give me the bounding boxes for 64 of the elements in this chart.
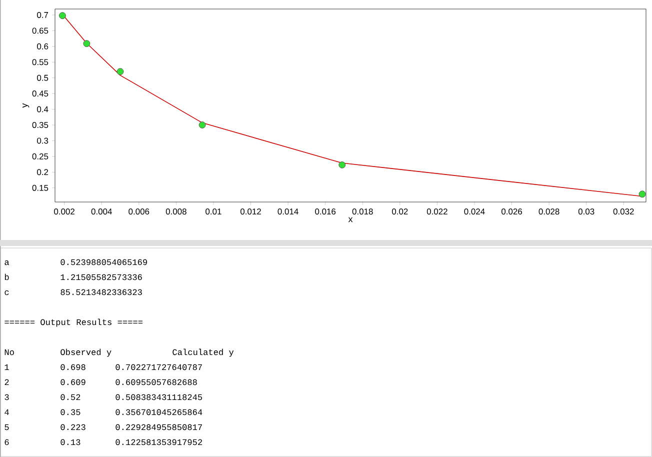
x-tick-label: 0.024 [464,208,485,215]
text: 0.223 [60,424,86,430]
y-tick-label: 0.55 [32,59,48,66]
text: c [4,290,9,296]
text: 0.508383431118245 [116,394,202,400]
point [116,68,124,75]
text: ====== Output Results ===== [4,318,142,327]
text: 1 [4,364,9,370]
x-tick-label: 0.014 [278,208,298,215]
x-tick-label: 0.03 [578,208,594,215]
x-tick-label: 0.02 [392,208,408,215]
text: 1.21505582573336 [60,274,142,280]
x-tick-label: 0.002 [54,208,74,215]
x-tick-label: 0.028 [538,208,560,215]
text: 0.229284955850817 [116,424,202,430]
text: 0.60955057682688 [116,379,197,386]
y-tick-label: 0.65 [32,28,48,34]
text: 6 [4,439,9,446]
y-tick-label: 0.45 [32,90,48,97]
text: 85.5213482336323 [60,289,142,296]
x-tick-label: 0.026 [502,208,522,215]
y-tick-label: 0.3 [37,138,48,144]
y-tick-label: 0.4 [37,106,48,112]
y-tick-label: 0.15 [32,184,48,191]
y-tick-label: 0.5 [37,74,48,81]
text: 0.609 [60,379,86,386]
text: 4 [4,409,9,415]
point [83,40,90,48]
point [198,122,206,128]
text: No [4,349,14,356]
text: Calculated y [172,348,234,357]
y-tick-label: 0.2 [37,169,48,176]
x-tick-label: 0.008 [166,208,186,215]
x-axis-title: x [348,217,353,222]
text: 0.13 [60,439,80,446]
text: 0.356701045265864 [116,409,202,416]
x-tick-label: 0.018 [352,208,373,215]
x-tick-label: 0.006 [128,208,150,215]
text: b [4,274,9,280]
point [338,161,346,168]
x-tick-label: 0.004 [91,208,112,215]
text: 0.52 [60,394,80,400]
x-tick-label: 0.022 [426,208,448,215]
y-tick-label: 0.35 [32,122,48,128]
x-tick-label: 0.032 [613,208,634,215]
x-tick-label: 0.01 [206,208,222,215]
text: 0.702271727640787 [116,364,202,370]
point [59,12,66,20]
text: 0.698 [60,364,86,370]
text: a [4,260,10,266]
y-tick-label: 0.25 [32,153,48,160]
point [638,190,646,198]
text: 0.122581353917952 [116,439,202,446]
text: 3 [4,394,9,400]
y-axis-title: y [22,103,30,108]
text: 5 [4,424,9,430]
text: 2 [4,379,9,385]
y-tick-label: 0.7 [37,12,48,18]
y-tick-label: 0.6 [37,43,48,50]
text: 0.523988054065169 [60,259,147,266]
text: Observed y [60,348,112,357]
x-tick-label: 0.012 [240,208,261,215]
text: 0.35 [60,409,80,416]
x-tick-label: 0.016 [315,208,336,215]
